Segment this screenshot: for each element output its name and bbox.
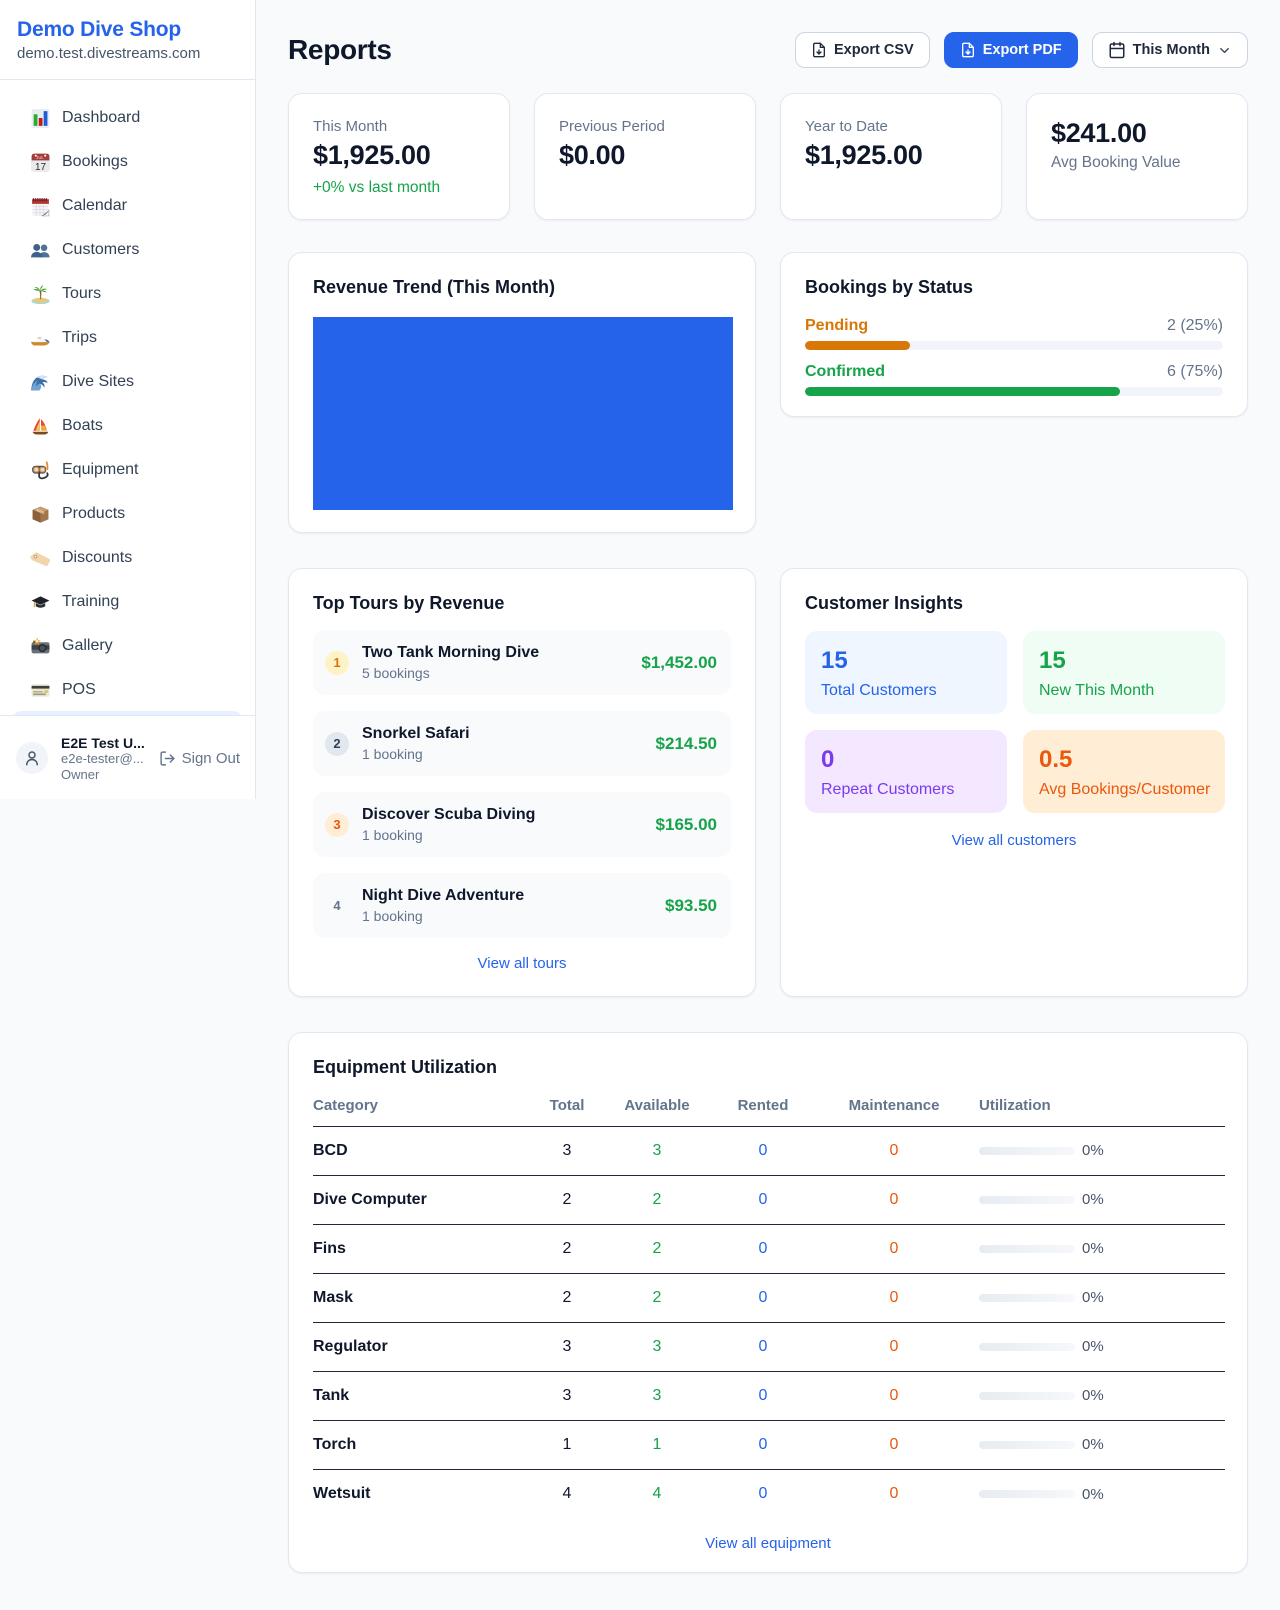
svg-text:JUL: JUL bbox=[36, 154, 44, 159]
svg-text:17: 17 bbox=[35, 161, 47, 172]
